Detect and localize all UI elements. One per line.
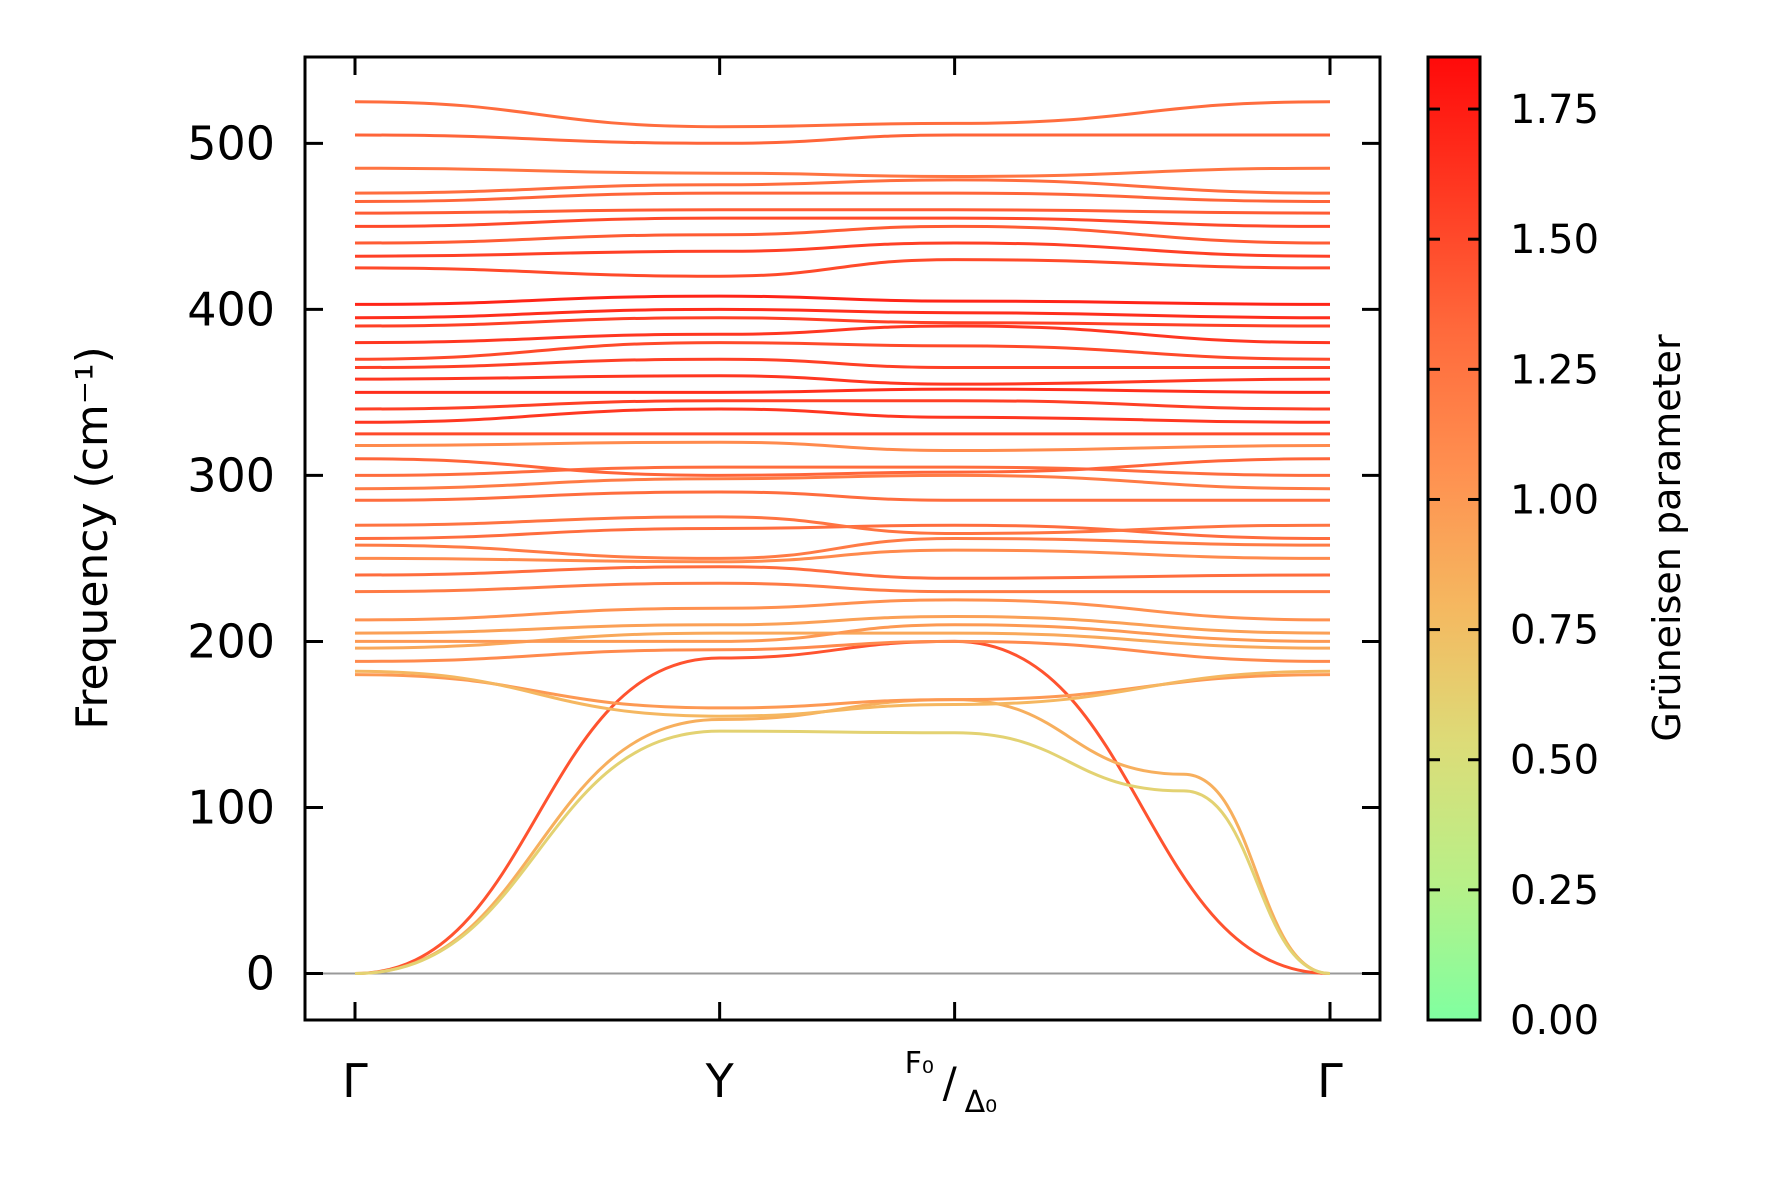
ytick-label: 400 bbox=[187, 282, 275, 336]
phonon-band-18 bbox=[354, 473, 1331, 491]
cb-tick-label: 0.75 bbox=[1510, 608, 1599, 654]
xtick-label: Γ bbox=[342, 1054, 368, 1108]
phonon-band-38 bbox=[354, 191, 1331, 203]
phonon-band-37 bbox=[354, 208, 1331, 215]
phonon-band-40 bbox=[354, 166, 1331, 179]
phonon-band-19 bbox=[354, 465, 1331, 477]
phonon-band-16 bbox=[354, 515, 1331, 536]
phonon-band-13 bbox=[354, 548, 1331, 564]
xtick-label: Γ bbox=[1317, 1054, 1343, 1108]
phonon-band-34 bbox=[354, 241, 1331, 258]
cb-tick-label: 1.25 bbox=[1510, 347, 1599, 393]
phonon-band-33 bbox=[354, 258, 1331, 278]
phonon-band-28 bbox=[354, 341, 1331, 361]
xtick-label: Y bbox=[705, 1054, 735, 1108]
plot-frame bbox=[303, 55, 1382, 1022]
xtick-label-slash: / bbox=[943, 1058, 958, 1107]
phonon-band-12 bbox=[354, 565, 1331, 580]
phonon-band-14 bbox=[354, 536, 1331, 560]
colorbar-gradient bbox=[1426, 55, 1482, 1022]
phonon-band-9 bbox=[354, 614, 1331, 635]
phonon-band-5 bbox=[354, 669, 1331, 718]
xtick-label-f0: F₀ bbox=[905, 1046, 934, 1081]
phonon-band-11 bbox=[354, 581, 1330, 594]
colorbar-ticks: 0.00 0.25 0.50 0.75 1.00 1.25 1.50 1.75 bbox=[1428, 87, 1599, 1044]
phonon-band-39 bbox=[354, 178, 1331, 195]
ytick-label: 200 bbox=[187, 614, 275, 668]
phonon-band-35 bbox=[354, 224, 1331, 245]
phonon-band-27 bbox=[354, 357, 1330, 370]
ytick-label: 300 bbox=[187, 448, 275, 502]
phonon-band-3 bbox=[354, 729, 1331, 975]
phonon-band-24 bbox=[354, 399, 1331, 411]
phonon-band-41 bbox=[354, 133, 1330, 145]
phonon-band-6 bbox=[354, 639, 1331, 663]
cb-tick-label: 1.00 bbox=[1510, 477, 1599, 523]
xtick-label-delta0: Δ₀ bbox=[965, 1085, 998, 1120]
phonon-band-10 bbox=[354, 598, 1331, 622]
colorbar: 0.00 0.25 0.50 0.75 1.00 1.25 1.50 1.75 Grüneis… bbox=[1426, 55, 1689, 1044]
phonon-band-29 bbox=[354, 324, 1331, 345]
phonon-band-17 bbox=[354, 490, 1330, 502]
phonon-band-1 bbox=[354, 639, 1331, 975]
ytick-label: 500 bbox=[187, 116, 275, 170]
cb-tick-label: 0.00 bbox=[1510, 998, 1599, 1044]
phonon-band-31 bbox=[354, 307, 1331, 320]
phonon-band-23 bbox=[354, 407, 1331, 424]
y-axis-title: Frequency (cm⁻¹) bbox=[67, 346, 118, 730]
cb-tick-label: 0.50 bbox=[1510, 738, 1599, 784]
ytick-label: 0 bbox=[246, 947, 275, 1001]
colorbar-title: Grüneisen parameter bbox=[1645, 334, 1689, 742]
phonon-band-36 bbox=[354, 216, 1331, 228]
cb-tick-label: 1.50 bbox=[1510, 217, 1599, 263]
phonon-band-30 bbox=[354, 316, 1331, 328]
phonon-band-8 bbox=[355, 623, 1331, 643]
cb-tick-label: 0.25 bbox=[1510, 868, 1599, 914]
xtick-label-special: F₀ / Δ₀ bbox=[905, 1046, 998, 1120]
phonon-band-21 bbox=[354, 440, 1331, 453]
cb-tick-label: 1.75 bbox=[1510, 87, 1599, 133]
phonon-band-32 bbox=[354, 294, 1331, 306]
phonon-band-26 bbox=[354, 374, 1331, 386]
phonon-band-15 bbox=[354, 523, 1331, 540]
phonon-band-20 bbox=[354, 457, 1331, 477]
plot-area: Γ Y Γ 0 100 200 300 400 500 bbox=[187, 55, 1382, 1108]
phonon-band-42 bbox=[354, 100, 1331, 129]
phonon-bands bbox=[354, 100, 1331, 975]
y-axis: 0 100 200 300 400 500 bbox=[187, 116, 1380, 1001]
ytick-label: 100 bbox=[187, 780, 275, 834]
phonon-band-25 bbox=[355, 387, 1331, 394]
